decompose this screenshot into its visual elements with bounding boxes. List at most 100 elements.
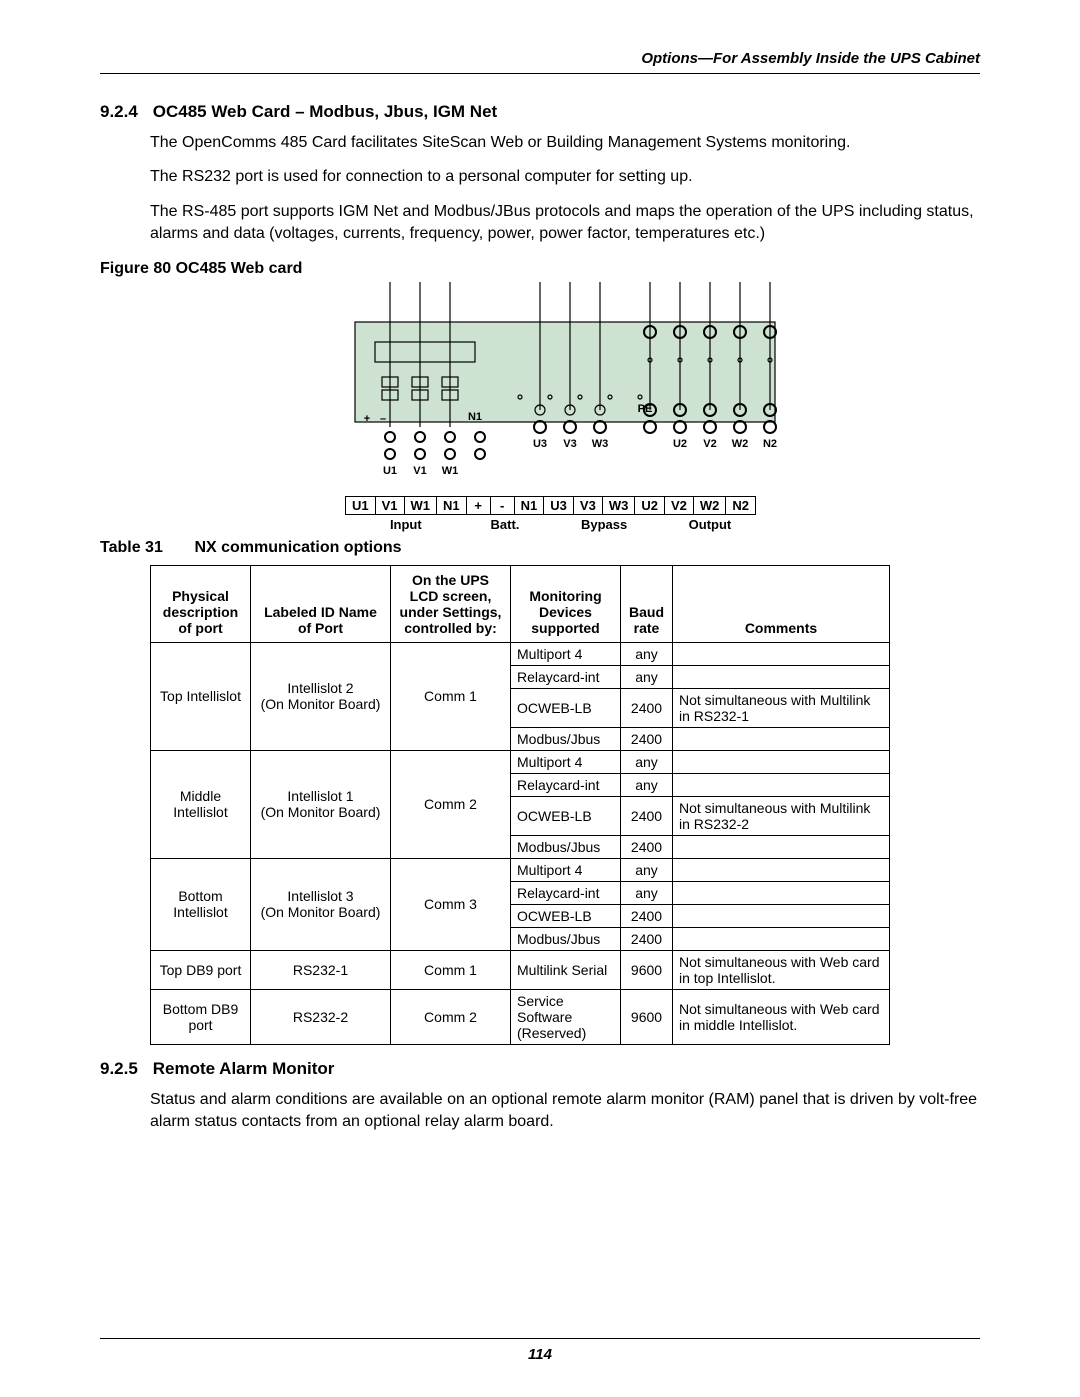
- cell: 9600: [621, 950, 673, 989]
- terminal-cell: N2: [726, 496, 756, 514]
- cell: any: [621, 665, 673, 688]
- cell: Top DB9 port: [151, 950, 251, 989]
- svg-text:V2: V2: [703, 438, 716, 450]
- col-header: Monitoring Devices supported: [511, 565, 621, 642]
- col-header: Physical description of port: [151, 565, 251, 642]
- page: Options—For Assembly Inside the UPS Cabi…: [0, 0, 1080, 1397]
- cell: RS232-1: [251, 950, 391, 989]
- cell: Not simultaneous with Multilink in RS232…: [673, 796, 890, 835]
- svg-text:N2: N2: [763, 438, 777, 450]
- para: The OpenComms 485 Card facilitates SiteS…: [150, 132, 980, 154]
- cell: Intellislot 3(On Monitor Board): [251, 858, 391, 950]
- terminal-table: U1V1W1N1+-N1U3V3W3U2V2W2N2 InputBatt.Byp…: [345, 496, 756, 533]
- cell: 9600: [621, 989, 673, 1044]
- cell: [673, 665, 890, 688]
- nx-communication-table: Physical description of portLabeled ID N…: [150, 565, 890, 1045]
- svg-text:+: +: [364, 413, 370, 425]
- cell: Comm 3: [391, 858, 511, 950]
- cell: Multiport 4: [511, 858, 621, 881]
- cell: Multiport 4: [511, 750, 621, 773]
- cell: Not simultaneous with Web card in middle…: [673, 989, 890, 1044]
- cell: 2400: [621, 927, 673, 950]
- cell: Intellislot 2(On Monitor Board): [251, 642, 391, 750]
- terminal-cell: W1: [404, 496, 437, 514]
- cell: 2400: [621, 727, 673, 750]
- cell: Middle Intellislot: [151, 750, 251, 858]
- cell: 2400: [621, 835, 673, 858]
- cell: Relaycard-int: [511, 881, 621, 904]
- cell: any: [621, 773, 673, 796]
- cell: RS232-2: [251, 989, 391, 1044]
- cell: [673, 904, 890, 927]
- page-number: 114: [0, 1346, 1080, 1363]
- cell: Bottom Intellislot: [151, 858, 251, 950]
- para: Status and alarm conditions are availabl…: [150, 1089, 980, 1134]
- section-title: Remote Alarm Monitor: [153, 1059, 335, 1078]
- running-header: Options—For Assembly Inside the UPS Cabi…: [100, 50, 980, 74]
- table-row: Top IntellislotIntellislot 2(On Monitor …: [151, 642, 890, 665]
- cell: Relaycard-int: [511, 665, 621, 688]
- terminal-group-label: Input: [346, 514, 467, 533]
- figure-80: N1U1V1W1U3V3W3PEU2V2W2N2+– U1V1W1N1+-N1U…: [150, 282, 980, 533]
- cell: Intellislot 1(On Monitor Board): [251, 750, 391, 858]
- terminal-cell: V3: [573, 496, 602, 514]
- cell: Modbus/Jbus: [511, 727, 621, 750]
- terminal-cell: U3: [544, 496, 574, 514]
- cell: Comm 2: [391, 989, 511, 1044]
- cell: Comm 1: [391, 642, 511, 750]
- cell: [673, 881, 890, 904]
- svg-text:V1: V1: [413, 465, 426, 477]
- svg-text:U1: U1: [383, 465, 397, 477]
- section-heading-925: 9.2.5 Remote Alarm Monitor: [100, 1059, 980, 1079]
- table-row: Bottom IntellislotIntellislot 3(On Monit…: [151, 858, 890, 881]
- terminal-cell: -: [490, 496, 514, 514]
- section-num: 9.2.4: [100, 102, 148, 122]
- cell: [673, 727, 890, 750]
- table-row: Top DB9 portRS232-1Comm 1Multilink Seria…: [151, 950, 890, 989]
- cell: 2400: [621, 796, 673, 835]
- table-caption: Table 31 NX communication options: [100, 539, 980, 557]
- terminal-group-label: Bypass: [544, 514, 665, 533]
- cell: Not simultaneous with Multilink in RS232…: [673, 688, 890, 727]
- cell: [673, 642, 890, 665]
- table-caption-title: NX communication options: [194, 539, 401, 556]
- footer-rule: [100, 1338, 980, 1339]
- cell: Comm 1: [391, 950, 511, 989]
- svg-text:V3: V3: [563, 438, 576, 450]
- cell: Multiport 4: [511, 642, 621, 665]
- section-title: OC485 Web Card – Modbus, Jbus, IGM Net: [153, 102, 497, 121]
- cell: any: [621, 750, 673, 773]
- cell: [673, 858, 890, 881]
- cell: OCWEB-LB: [511, 904, 621, 927]
- cell: Modbus/Jbus: [511, 927, 621, 950]
- cell: [673, 927, 890, 950]
- col-header: Baud rate: [621, 565, 673, 642]
- cell: OCWEB-LB: [511, 688, 621, 727]
- cell: OCWEB-LB: [511, 796, 621, 835]
- cell: Relaycard-int: [511, 773, 621, 796]
- col-header: Comments: [673, 565, 890, 642]
- svg-text:W1: W1: [442, 465, 459, 477]
- terminal-cell: W2: [693, 496, 726, 514]
- cell: Multilink Serial: [511, 950, 621, 989]
- cell: Modbus/Jbus: [511, 835, 621, 858]
- cell: 2400: [621, 904, 673, 927]
- svg-text:U2: U2: [673, 438, 687, 450]
- para: The RS232 port is used for connection to…: [150, 166, 980, 188]
- cell: Bottom DB9 port: [151, 989, 251, 1044]
- svg-text:–: –: [380, 413, 386, 425]
- cell: [673, 750, 890, 773]
- cell: Not simultaneous with Web card in top In…: [673, 950, 890, 989]
- table-row: Bottom DB9 portRS232-2Comm 2Service Soft…: [151, 989, 890, 1044]
- cell: [673, 773, 890, 796]
- cell: 2400: [621, 688, 673, 727]
- table-body: Top IntellislotIntellislot 2(On Monitor …: [151, 642, 890, 1044]
- cell: Top Intellislot: [151, 642, 251, 750]
- cell: any: [621, 881, 673, 904]
- terminal-cell: V1: [375, 496, 404, 514]
- table-caption-num: Table 31: [100, 539, 190, 557]
- terminal-cell: N1: [437, 496, 467, 514]
- terminal-cell: +: [466, 496, 490, 514]
- svg-text:N1: N1: [468, 411, 482, 423]
- terminal-group-row: InputBatt.BypassOutput: [346, 514, 756, 533]
